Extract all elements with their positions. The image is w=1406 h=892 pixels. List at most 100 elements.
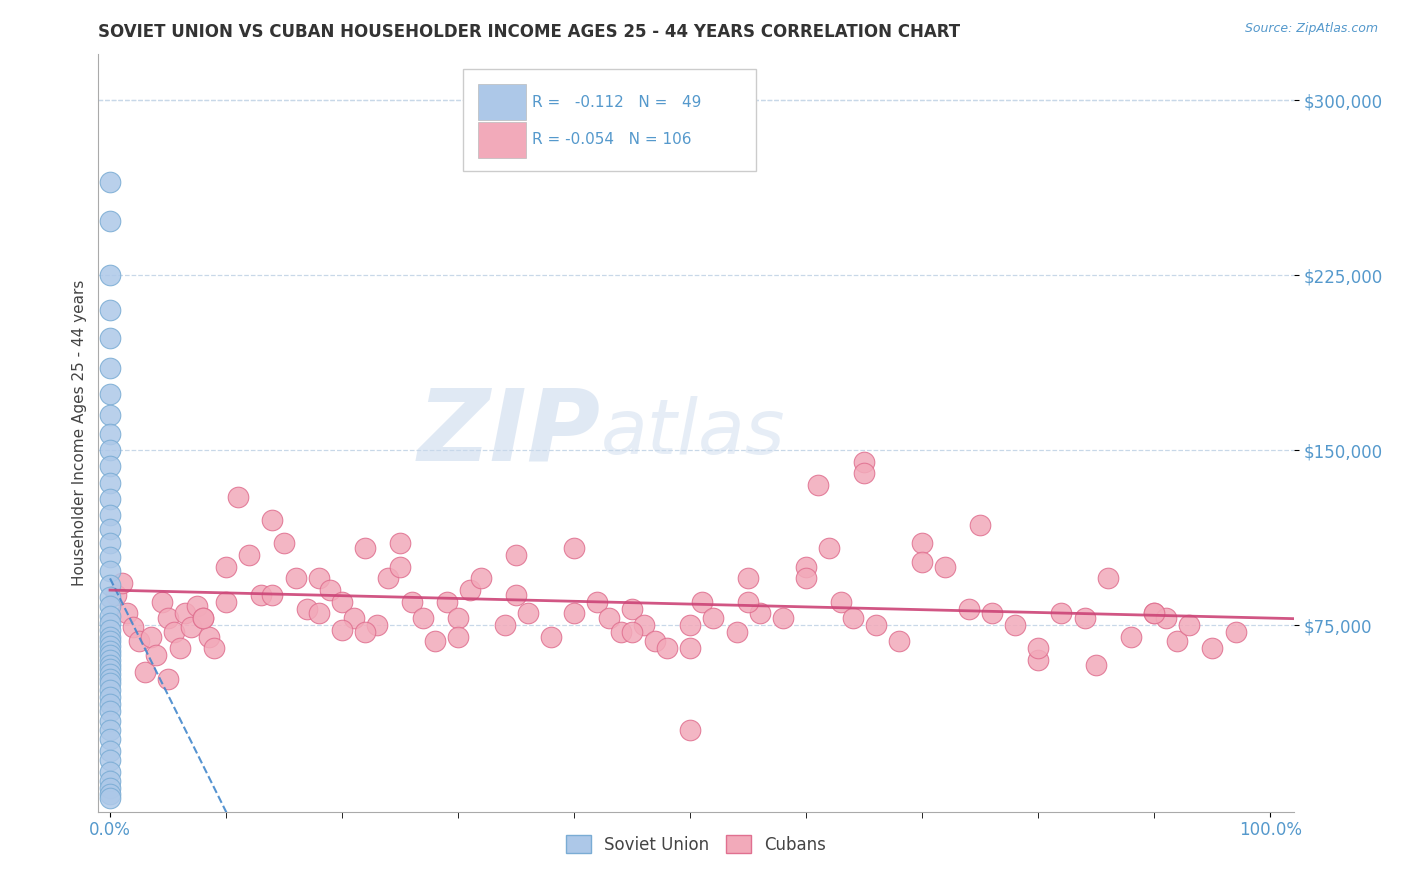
Point — [1143, 607, 1166, 621]
Point — [737, 571, 759, 585]
Point — [1201, 641, 1223, 656]
Point — [98, 667, 121, 681]
Point — [98, 753, 121, 767]
Point — [273, 536, 295, 550]
Point — [794, 571, 817, 585]
Point — [330, 623, 353, 637]
Point — [458, 583, 481, 598]
Point — [308, 607, 330, 621]
Point — [122, 620, 145, 634]
Point — [98, 630, 121, 644]
Text: Source: ZipAtlas.com: Source: ZipAtlas.com — [1244, 22, 1378, 36]
Point — [679, 618, 702, 632]
Point — [98, 774, 121, 789]
Point — [794, 559, 817, 574]
Point — [436, 595, 458, 609]
Point — [423, 634, 446, 648]
Point — [702, 611, 724, 625]
Point — [911, 555, 934, 569]
Point — [319, 583, 342, 598]
FancyBboxPatch shape — [478, 84, 526, 120]
Point — [98, 268, 121, 282]
Point — [505, 548, 527, 562]
Y-axis label: Householder Income Ages 25 - 44 years: Householder Income Ages 25 - 44 years — [72, 279, 87, 586]
Point — [104, 588, 127, 602]
Point — [621, 625, 644, 640]
Point — [98, 623, 121, 637]
Point — [562, 541, 585, 555]
Point — [980, 607, 1002, 621]
Point — [98, 550, 121, 565]
Point — [366, 618, 388, 632]
Point — [98, 690, 121, 705]
Point — [540, 630, 562, 644]
Point — [807, 478, 830, 492]
Point — [330, 595, 353, 609]
Text: SOVIET UNION VS CUBAN HOUSEHOLDER INCOME AGES 25 - 44 YEARS CORRELATION CHART: SOVIET UNION VS CUBAN HOUSEHOLDER INCOME… — [98, 23, 960, 41]
Point — [690, 595, 713, 609]
Point — [250, 588, 273, 602]
Point — [865, 618, 887, 632]
Point — [98, 644, 121, 658]
Point — [725, 625, 748, 640]
Point — [180, 620, 202, 634]
Point — [354, 541, 377, 555]
Point — [621, 601, 644, 615]
Point — [1166, 634, 1188, 648]
Point — [262, 588, 284, 602]
Point — [98, 459, 121, 474]
Point — [853, 455, 876, 469]
Point — [389, 559, 412, 574]
Point — [169, 641, 191, 656]
Point — [818, 541, 841, 555]
Point — [134, 665, 156, 679]
Point — [841, 611, 863, 625]
Text: ZIP: ZIP — [418, 384, 600, 481]
Point — [191, 611, 214, 625]
Point — [98, 653, 121, 667]
Point — [969, 517, 991, 532]
Point — [98, 303, 121, 318]
Point — [748, 607, 770, 621]
Point — [98, 590, 121, 604]
Point — [772, 611, 794, 625]
Point — [98, 565, 121, 579]
Point — [516, 607, 538, 621]
Point — [412, 611, 434, 625]
Point — [186, 599, 208, 614]
Point — [98, 657, 121, 672]
Point — [354, 625, 377, 640]
Point — [139, 630, 162, 644]
Point — [204, 641, 226, 656]
Point — [128, 634, 150, 648]
Point — [830, 595, 852, 609]
Point — [262, 513, 284, 527]
Point — [215, 559, 238, 574]
Point — [98, 787, 121, 801]
Point — [98, 732, 121, 747]
Point — [284, 571, 307, 585]
Point — [887, 634, 910, 648]
Point — [1097, 571, 1119, 585]
Point — [98, 578, 121, 592]
Point — [98, 714, 121, 728]
Point — [1085, 657, 1108, 672]
Point — [98, 599, 121, 614]
Point — [98, 426, 121, 441]
Legend: Soviet Union, Cubans: Soviet Union, Cubans — [560, 829, 832, 860]
Point — [655, 641, 678, 656]
Point — [111, 576, 134, 591]
FancyBboxPatch shape — [478, 122, 526, 158]
Point — [343, 611, 366, 625]
Point — [117, 607, 139, 621]
Point — [157, 672, 180, 686]
Point — [377, 571, 399, 585]
Point — [98, 475, 121, 490]
Point — [1026, 641, 1049, 656]
Point — [679, 723, 702, 737]
Point — [644, 634, 666, 648]
Point — [98, 443, 121, 458]
Point — [157, 611, 180, 625]
Point — [98, 615, 121, 630]
Point — [1073, 611, 1095, 625]
